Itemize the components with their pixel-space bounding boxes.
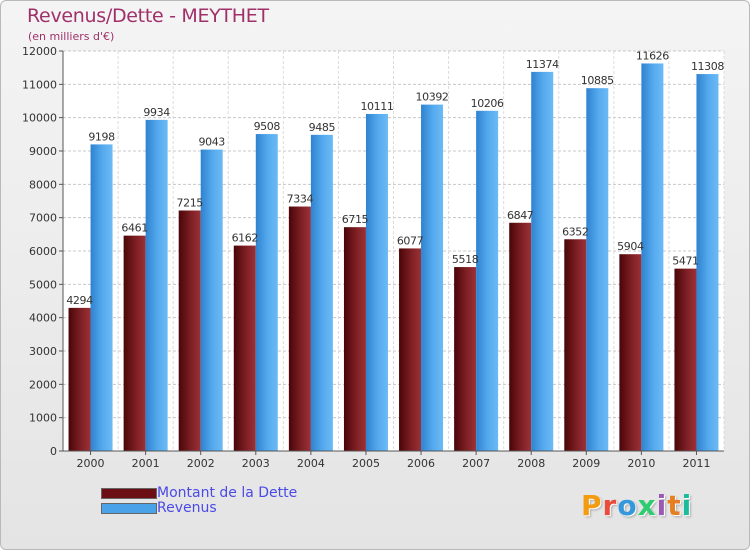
bar-debt <box>564 239 587 451</box>
x-tick-label: 2005 <box>352 457 380 470</box>
x-tick-label: 2008 <box>517 457 545 470</box>
x-tick-label: 2011 <box>682 457 710 470</box>
x-tick-label: 2003 <box>242 457 270 470</box>
data-label-debt: 6162 <box>232 232 258 245</box>
data-label-debt: 6847 <box>507 209 534 222</box>
y-tick-label: 12000 <box>22 45 57 58</box>
data-label-revenus: 9485 <box>309 121 336 134</box>
y-tick-label: 4000 <box>29 312 57 325</box>
data-label-revenus: 9934 <box>143 106 170 119</box>
data-label-debt: 5904 <box>617 240 644 253</box>
x-tick-label: 2004 <box>297 457 325 470</box>
data-label-revenus: 11374 <box>526 58 559 71</box>
y-tick-label: 11000 <box>22 78 57 91</box>
data-label-debt: 5518 <box>452 253 479 266</box>
y-tick-label: 9000 <box>29 145 57 158</box>
data-label-debt: 7334 <box>287 193 314 206</box>
legend-swatch-debt <box>101 488 157 499</box>
proxiti-logo: Proxiti <box>581 489 693 522</box>
data-label-debt: 7215 <box>177 197 204 210</box>
x-tick-label: 2010 <box>627 457 655 470</box>
data-label-revenus: 10885 <box>581 74 614 87</box>
bar-debt <box>233 245 256 451</box>
bar-revenus <box>531 71 554 451</box>
bar-revenus <box>255 134 278 452</box>
bar-debt <box>123 235 146 451</box>
data-label-revenus: 9043 <box>199 136 226 149</box>
data-label-debt: 6461 <box>121 222 147 235</box>
x-tick-label: 2001 <box>132 457 160 470</box>
chart-title: Revenus/Dette - MEYTHET <box>27 5 269 27</box>
bar-revenus <box>310 134 333 452</box>
bar-debt <box>619 254 642 451</box>
y-tick-label: 2000 <box>29 378 57 391</box>
bar-debt <box>509 222 532 451</box>
bar-debt <box>674 268 697 451</box>
bar-debt <box>343 227 366 451</box>
data-label-revenus: 10206 <box>471 97 504 110</box>
y-tick-label: 8000 <box>29 178 57 191</box>
data-label-debt: 6352 <box>562 225 588 238</box>
x-tick-label: 2009 <box>572 457 600 470</box>
y-tick-label: 0 <box>50 445 57 458</box>
bar-revenus <box>476 110 499 452</box>
bar-debt <box>178 210 201 451</box>
x-tick-label: 2002 <box>187 457 215 470</box>
bar-revenus <box>200 149 223 452</box>
x-tick-label: 2006 <box>407 457 435 470</box>
y-tick-label: 1000 <box>29 412 57 425</box>
x-tick-label: 2000 <box>77 457 105 470</box>
bar-revenus <box>365 113 388 451</box>
data-label-revenus: 9508 <box>254 120 281 133</box>
y-tick-label: 3000 <box>29 345 57 358</box>
y-tick-label: 5000 <box>29 278 57 291</box>
data-label-debt: 6715 <box>342 213 369 226</box>
bar-revenus <box>696 74 719 452</box>
data-label-revenus: 9198 <box>88 130 115 143</box>
x-tick-label: 2007 <box>462 457 490 470</box>
bar-revenus <box>641 63 664 451</box>
y-tick-label: 6000 <box>29 245 57 258</box>
bar-debt <box>288 206 311 451</box>
data-label-debt: 4294 <box>66 294 93 307</box>
bar-revenus <box>145 119 168 451</box>
y-tick-label: 7000 <box>29 212 57 225</box>
bar-debt <box>399 248 422 451</box>
data-label-revenus: 11308 <box>691 60 724 73</box>
bar-debt <box>454 267 477 451</box>
chart-subtitle: (en milliers d'€) <box>28 30 115 43</box>
legend-swatch-revenus <box>101 503 157 514</box>
data-label-revenus: 11626 <box>636 49 669 62</box>
data-label-revenus: 10111 <box>360 100 393 113</box>
data-label-debt: 5471 <box>672 255 698 268</box>
bar-revenus <box>421 104 444 451</box>
data-label-debt: 6077 <box>397 234 424 247</box>
data-label-revenus: 10392 <box>416 91 449 104</box>
bar-revenus <box>90 144 113 451</box>
legend-label-debt: Montant de la Dette <box>157 485 298 501</box>
legend-label-revenus: Revenus <box>157 500 217 516</box>
y-tick-label: 10000 <box>22 112 57 125</box>
bar-debt <box>68 307 91 451</box>
bar-revenus <box>586 88 609 452</box>
